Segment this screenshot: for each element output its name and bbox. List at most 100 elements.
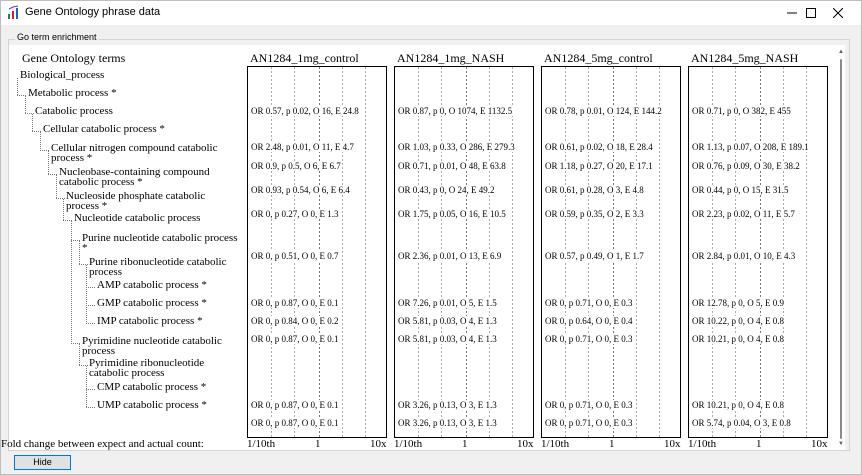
enrichment-stat: OR 0, p 0.87, O 0, E 0.1 — [251, 400, 340, 410]
enrichment-stat: OR 0.43, p 0, O 24, E 49.2 — [398, 185, 496, 195]
tree-node[interactable]: AMP catabolic process * — [97, 279, 207, 291]
enrichment-stat: OR 0.71, p 0.01, O 48, E 63.8 — [398, 161, 507, 171]
group-label: Go term enrichment — [15, 32, 99, 42]
enrichment-stat: OR 0, p 0.51, O 0, E 0.7 — [251, 251, 340, 261]
tree-node[interactable]: Pyrimidine nucleotide catabolic process — [82, 335, 222, 357]
enrichment-stat: OR 0.44, p 0, O 15, E 31.5 — [692, 185, 790, 195]
fold-change-label: Fold change between expect and actual co… — [1, 438, 246, 450]
enrichment-stat: OR 1.03, p 0.33, O 286, E 279.3 — [398, 142, 516, 152]
column-title: AN1284_5mg_NASH — [691, 51, 799, 65]
axis-tick-label: 10x — [811, 438, 828, 450]
enrichment-stat: OR 0, p 0.87, O 0, E 0.1 — [251, 418, 340, 428]
tree-node[interactable]: CMP catabolic process * — [97, 381, 207, 393]
title-bar: Gene Ontology phrase data — [1, 1, 861, 25]
close-icon — [833, 8, 843, 18]
enrichment-stat: OR 0.76, p 0.09, O 30, E 38.2 — [692, 161, 801, 171]
axis-tick-label: 1 — [609, 438, 615, 450]
tree-node[interactable]: IMP catabolic process * — [97, 315, 203, 327]
enrichment-stat: OR 0.78, p 0.01, O 124, E 144.2 — [545, 106, 663, 116]
enrichment-stat: OR 7.26, p 0.01, O 5, E 1.5 — [398, 298, 498, 308]
enrichment-stat: OR 3.26, p 0.13, O 3, E 1.3 — [398, 400, 498, 410]
column-title: AN1284_5mg_control — [544, 51, 653, 65]
column-title: AN1284_1mg_control — [250, 51, 359, 65]
enrichment-stat: OR 0, p 0.87, O 0, E 0.1 — [251, 298, 340, 308]
tree-connector-lines — [17, 78, 96, 408]
enrichment-stat: OR 0, p 0.71, O 0, E 0.3 — [545, 298, 634, 308]
tree-header: Gene Ontology terms — [22, 51, 126, 65]
scroll-up-icon[interactable]: ▲ — [838, 49, 844, 55]
hide-button[interactable]: Hide — [14, 455, 71, 470]
enrichment-stat: OR 10.22, p 0, O 4, E 0.8 — [692, 316, 785, 326]
axis-tick-label: 1 — [315, 438, 321, 450]
tree-node[interactable]: Nucleoside phosphate catabolic process * — [66, 190, 206, 212]
enrichment-stat: OR 0.61, p 0.28, O 3, E 4.8 — [545, 185, 645, 195]
enrichment-stat: OR 2.48, p 0.01, O 11, E 4.7 — [251, 142, 355, 152]
sample-panel: OR 0.57, p 0.02, O 16, E 24.8 OR 2.48, p … — [247, 66, 387, 439]
tree-node[interactable]: Nucleobase-containing compound catabolic… — [59, 166, 210, 188]
enrichment-stat: OR 0, p 0.71, O 0, E 0.3 — [545, 418, 634, 428]
tree-node[interactable]: Purine nucleotide catabolic process * — [82, 232, 238, 254]
axis-tick-label: 1 — [756, 438, 762, 450]
maximize-icon — [806, 8, 816, 18]
enrichment-stat: OR 5.74, p 0.04, O 3, E 0.8 — [692, 418, 792, 428]
enrichment-stat: OR 1.13, p 0.07, O 208, E 189.1 — [692, 142, 810, 152]
enrichment-stat: OR 0, p 0.64, O 0, E 0.4 — [545, 316, 634, 326]
axis-tick-label: 1/10th — [541, 438, 570, 450]
close-button[interactable] — [815, 1, 861, 25]
tree-node[interactable]: Biological_process — [20, 69, 105, 81]
app-icon — [8, 5, 19, 19]
maximize-button[interactable] — [788, 1, 834, 25]
vertical-scrollbar[interactable]: ▲ ▼ — [837, 47, 845, 449]
enrichment-stat: OR 0, p 0.27, O 0, E 1.3 — [251, 209, 340, 219]
axis-tick-label: 1/10th — [688, 438, 717, 450]
enrichment-stat: OR 0, p 0.87, O 0, E 0.1 — [251, 334, 340, 344]
axis-tick-label: 1/10th — [394, 438, 423, 450]
enrichment-stat: OR 2.36, p 0.01, O 13, E 6.9 — [398, 251, 503, 261]
tree-node[interactable]: GMP catabolic process * — [97, 297, 207, 309]
enrichment-stat: OR 2.84, p 0.01, O 10, E 4.3 — [692, 251, 797, 261]
minimize-button[interactable] — [769, 1, 815, 25]
enrichment-stat: OR 0.9, p 0.5, O 6, E 6.7 — [251, 161, 342, 171]
enrichment-stat: OR 0, p 0.71, O 0, E 0.3 — [545, 400, 634, 410]
tree-node[interactable]: Nucleotide catabolic process — [74, 212, 201, 224]
fold-change-label-text: Fold change between expect and actual co… — [1, 438, 204, 450]
enrichment-stat: OR 3.26, p 0.13, O 3, E 1.3 — [398, 418, 498, 428]
axis-tick-label: 10x — [664, 438, 681, 450]
enrichment-stat: OR 10.21, p 0, O 4, E 0.8 — [692, 334, 785, 344]
enrichment-stat: OR 0.61, p 0.02, O 18, E 28.4 — [545, 142, 654, 152]
axis-tick-label: 1 — [462, 438, 468, 450]
scroll-down-icon[interactable]: ▼ — [838, 441, 844, 447]
tree-node[interactable]: Cellular catabolic process * — [43, 123, 165, 135]
tree-node[interactable]: Purine ribonucleotide catabolic process — [89, 256, 227, 278]
tree-node[interactable]: Cellular nitrogen compound catabolic pro… — [51, 142, 218, 164]
enrichment-stat: OR 0.57, p 0.49, O 1, E 1.7 — [545, 251, 645, 261]
enrichment-stat: OR 0.57, p 0.02, O 16, E 24.8 — [251, 106, 360, 116]
sample-panel: OR 0.78, p 0.01, O 124, E 144.2 OR 0.61, … — [541, 66, 681, 439]
scroll-thumb[interactable] — [840, 59, 842, 439]
enrichment-stat: OR 1.18, p 0.27, O 20, E 17.1 — [545, 161, 654, 171]
enrichment-stat: OR 5.81, p 0.03, O 4, E 1.3 — [398, 334, 498, 344]
axis-tick-label: 1/10th — [247, 438, 276, 450]
enrichment-stat: OR 5.81, p 0.03, O 4, E 1.3 — [398, 316, 498, 326]
axis-tick-label: 10x — [370, 438, 387, 450]
tree-node[interactable]: UMP catabolic process * — [97, 399, 207, 411]
go-term-group-box — [8, 39, 850, 451]
enrichment-stat: OR 0.93, p 0.54, O 6, E 6.4 — [251, 185, 351, 195]
enrichment-stat: OR 1.75, p 0.05, O 16, E 10.5 — [398, 209, 507, 219]
sample-panel: OR 0.87, p 0, O 1074, E 1132.5 OR 1.03, p… — [394, 66, 534, 439]
tree-node[interactable]: Catabolic process — [35, 105, 113, 117]
enrichment-stat: OR 0.87, p 0, O 1074, E 1132.5 — [398, 106, 514, 116]
window-title: Gene Ontology phrase data — [25, 6, 161, 18]
sample-panel: OR 0.71, p 0, O 382, E 455 OR 1.13, p 0.0… — [688, 66, 828, 439]
enrichment-stat: OR 2.23, p 0.02, O 11, E 5.7 — [692, 209, 796, 219]
enrichment-stat: OR 0.59, p 0.35, O 2, E 3.3 — [545, 209, 645, 219]
enrichment-stat: OR 0.71, p 0, O 382, E 455 — [692, 106, 792, 116]
minimize-icon — [787, 12, 797, 14]
enrichment-stat: OR 0, p 0.84, O 0, E 0.2 — [251, 316, 340, 326]
column-title: AN1284_1mg_NASH — [397, 51, 505, 65]
axis-tick-label: 10x — [517, 438, 534, 450]
enrichment-stat: OR 12.78, p 0, O 5, E 0.9 — [692, 298, 785, 308]
tree-node[interactable]: Metabolic process * — [28, 87, 117, 99]
tree-node[interactable]: Pyrimidine ribonucleotide catabolic proc… — [89, 357, 205, 379]
